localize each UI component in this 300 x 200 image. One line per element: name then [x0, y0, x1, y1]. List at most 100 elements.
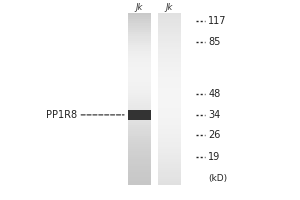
Bar	[128, 41, 151, 43]
Bar	[158, 15, 181, 17]
Bar	[128, 159, 151, 162]
Bar	[128, 47, 151, 49]
Bar	[158, 73, 181, 75]
Bar	[128, 108, 151, 110]
Bar	[158, 123, 181, 125]
Bar	[158, 181, 181, 183]
Text: 19: 19	[208, 152, 220, 162]
Bar	[158, 47, 181, 49]
Bar	[128, 181, 151, 183]
Bar	[128, 110, 151, 120]
Bar	[128, 86, 151, 88]
Bar	[158, 62, 181, 64]
Bar	[128, 183, 151, 185]
Bar	[158, 19, 181, 21]
Bar	[128, 142, 151, 144]
Bar	[158, 45, 181, 47]
Bar	[158, 23, 181, 26]
Bar	[158, 170, 181, 172]
Bar	[128, 43, 151, 45]
Bar	[158, 93, 181, 95]
Bar	[158, 159, 181, 162]
Bar	[128, 177, 151, 179]
Bar	[158, 49, 181, 51]
Bar	[128, 80, 151, 82]
Bar	[128, 103, 151, 105]
Bar	[128, 73, 151, 75]
Bar	[158, 179, 181, 181]
Text: 48: 48	[208, 89, 220, 99]
Bar	[158, 95, 181, 97]
Bar	[158, 58, 181, 60]
Bar	[128, 90, 151, 93]
Bar	[128, 39, 151, 41]
Bar	[128, 54, 151, 56]
Bar	[158, 36, 181, 39]
Bar	[128, 116, 151, 118]
Bar	[158, 82, 181, 84]
Bar	[158, 39, 181, 41]
Bar	[128, 28, 151, 30]
Bar	[158, 77, 181, 80]
Bar	[128, 58, 151, 60]
Bar	[128, 34, 151, 36]
Bar	[158, 125, 181, 127]
Bar	[128, 19, 151, 21]
Bar	[158, 153, 181, 155]
Bar	[128, 153, 151, 155]
Bar	[158, 108, 181, 110]
Bar	[158, 17, 181, 19]
Bar	[158, 151, 181, 153]
Bar	[158, 97, 181, 99]
Bar	[158, 127, 181, 129]
Bar	[128, 45, 151, 47]
Bar	[158, 114, 181, 116]
Bar	[158, 164, 181, 166]
Bar	[158, 140, 181, 142]
Bar	[158, 80, 181, 82]
Text: Jk: Jk	[166, 3, 173, 12]
Bar	[158, 131, 181, 134]
Bar	[158, 136, 181, 138]
Bar	[128, 93, 151, 95]
Bar	[158, 162, 181, 164]
Bar	[158, 41, 181, 43]
Bar	[158, 147, 181, 149]
Bar	[128, 123, 151, 125]
Bar	[158, 112, 181, 114]
Bar	[128, 99, 151, 101]
Bar	[158, 142, 181, 144]
Bar	[128, 36, 151, 39]
Text: 26: 26	[208, 130, 220, 140]
Bar	[128, 32, 151, 34]
Bar	[158, 69, 181, 71]
Bar	[158, 116, 181, 118]
Bar	[128, 84, 151, 86]
Bar	[158, 121, 181, 123]
Bar	[128, 162, 151, 164]
Bar	[158, 168, 181, 170]
Bar	[128, 127, 151, 129]
Bar	[128, 101, 151, 103]
Bar	[128, 17, 151, 19]
Bar	[128, 151, 151, 153]
Bar	[128, 175, 151, 177]
Bar	[128, 88, 151, 90]
Bar	[128, 168, 151, 170]
Bar	[128, 71, 151, 73]
Bar	[128, 105, 151, 108]
Bar	[128, 121, 151, 123]
Bar	[128, 95, 151, 97]
Bar	[158, 134, 181, 136]
Bar	[158, 172, 181, 175]
Bar	[158, 105, 181, 108]
Bar	[158, 60, 181, 62]
Text: (kD): (kD)	[208, 174, 227, 183]
Bar	[158, 183, 181, 185]
Bar	[128, 166, 151, 168]
Bar	[158, 32, 181, 34]
Bar	[128, 172, 151, 175]
Bar	[128, 23, 151, 26]
Bar	[128, 112, 151, 114]
Bar	[128, 30, 151, 32]
